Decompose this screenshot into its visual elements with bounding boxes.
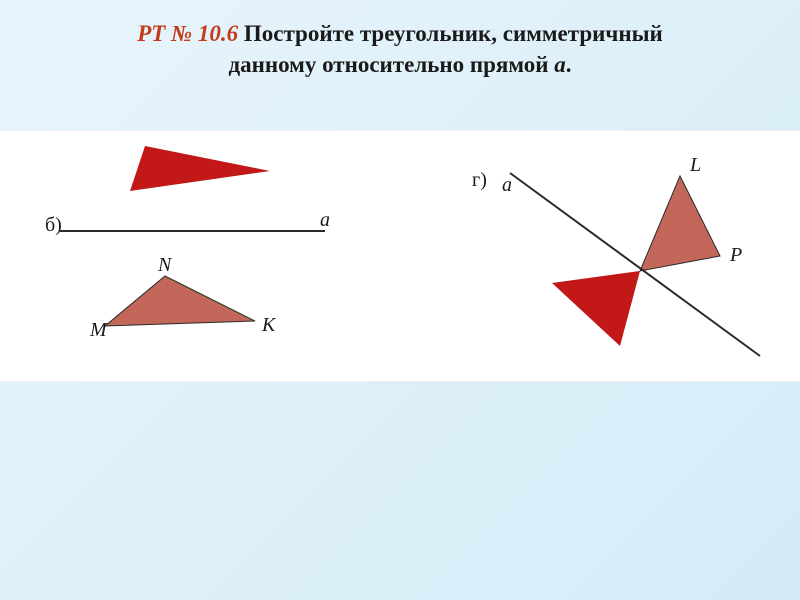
fig-g-original-triangle <box>640 176 720 271</box>
title-prefix: РТ № 10.6 <box>137 21 238 46</box>
title-line-2: данному относительно прямой a. <box>0 49 800 80</box>
fig-g-reflected-triangle <box>552 271 640 346</box>
title-line1-rest: Постройте треугольник, симметричный <box>238 21 663 46</box>
fig-b-vertex-N: N <box>157 254 173 276</box>
fig-g-vertex-P: P <box>729 244 742 266</box>
title-line-1: РТ № 10.6 Постройте треугольник, симметр… <box>0 18 800 49</box>
title-block: РТ № 10.6 Постройте треугольник, симметр… <box>0 0 800 80</box>
title-italic-a: a <box>554 52 566 77</box>
fig-g-vertex-L: L <box>689 154 701 176</box>
fig-b-vertex-K: K <box>261 314 277 336</box>
fig-g-a-label: a <box>502 174 512 196</box>
fig-b-label: б) <box>45 214 62 236</box>
fig-g-label: г) <box>472 169 487 191</box>
fig-b-vertex-M: M <box>89 319 108 341</box>
title-line2-start: данному относительно прямой <box>228 52 554 77</box>
fig-b-original-triangle <box>105 276 255 326</box>
fig-b-reflected-triangle <box>130 146 270 191</box>
fig-b-a-label: a <box>320 209 330 231</box>
title-line2-end: . <box>566 52 572 77</box>
diagram-area: б) a M N K г) a L P <box>0 130 800 382</box>
fig-g-axis <box>510 173 760 356</box>
diagram-svg: б) a M N K г) a L P <box>0 131 800 381</box>
